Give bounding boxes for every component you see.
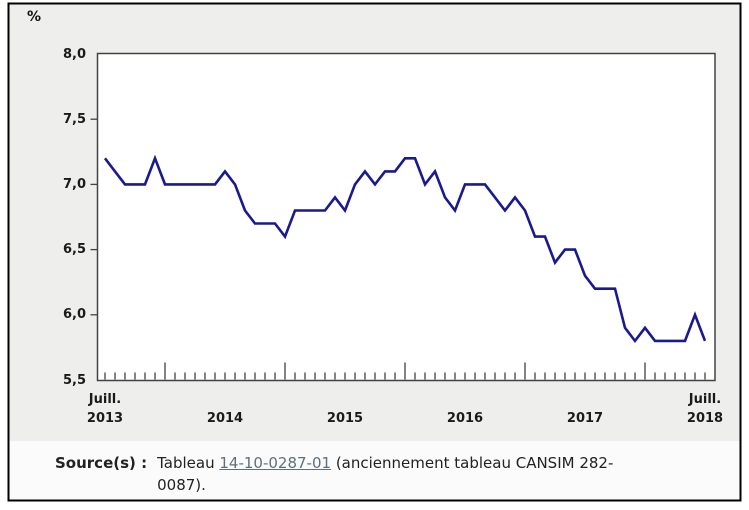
x-axis-label-month: Juill. — [688, 392, 722, 407]
x-axis-label-year: 2018 — [686, 411, 724, 426]
source-label: Source(s) : — [55, 454, 148, 472]
y-axis-label: 5,5 — [62, 372, 86, 388]
y-axis-label: 6,0 — [62, 307, 86, 323]
figure-border — [7, 2, 742, 502]
x-axis-label-year: 2015 — [326, 411, 364, 426]
source-note: Source(s) : Tableau 14-10-0287-01 (ancie… — [55, 452, 613, 496]
x-axis-label-year: 2013 — [86, 411, 124, 426]
source-text-line2: 0087). — [157, 476, 206, 494]
y-axis-label: 7,5 — [62, 111, 86, 127]
source-area-background — [9, 441, 740, 500]
x-axis-label-month: Juill. — [88, 392, 122, 407]
source-text: Tableau 14-10-0287-01 (anciennement tabl… — [157, 452, 613, 496]
y-axis-unit-label: % — [27, 9, 42, 25]
x-axis-label-year: 2014 — [206, 411, 244, 426]
x-axis-label-year: 2016 — [446, 411, 484, 426]
y-axis-label: 7,0 — [62, 176, 86, 192]
plot-area — [96, 52, 716, 382]
data-line — [103, 154, 707, 344]
x-axis-label-year: 2017 — [566, 411, 604, 426]
y-axis-label: 6,5 — [62, 242, 86, 258]
y-axis-label: 8,0 — [62, 46, 86, 62]
source-text-before-link: Tableau — [157, 454, 220, 472]
source-text-after-link: (anciennement tableau CANSIM 282- — [331, 454, 614, 472]
table-number-link[interactable]: 14-10-0287-01 — [219, 454, 332, 472]
